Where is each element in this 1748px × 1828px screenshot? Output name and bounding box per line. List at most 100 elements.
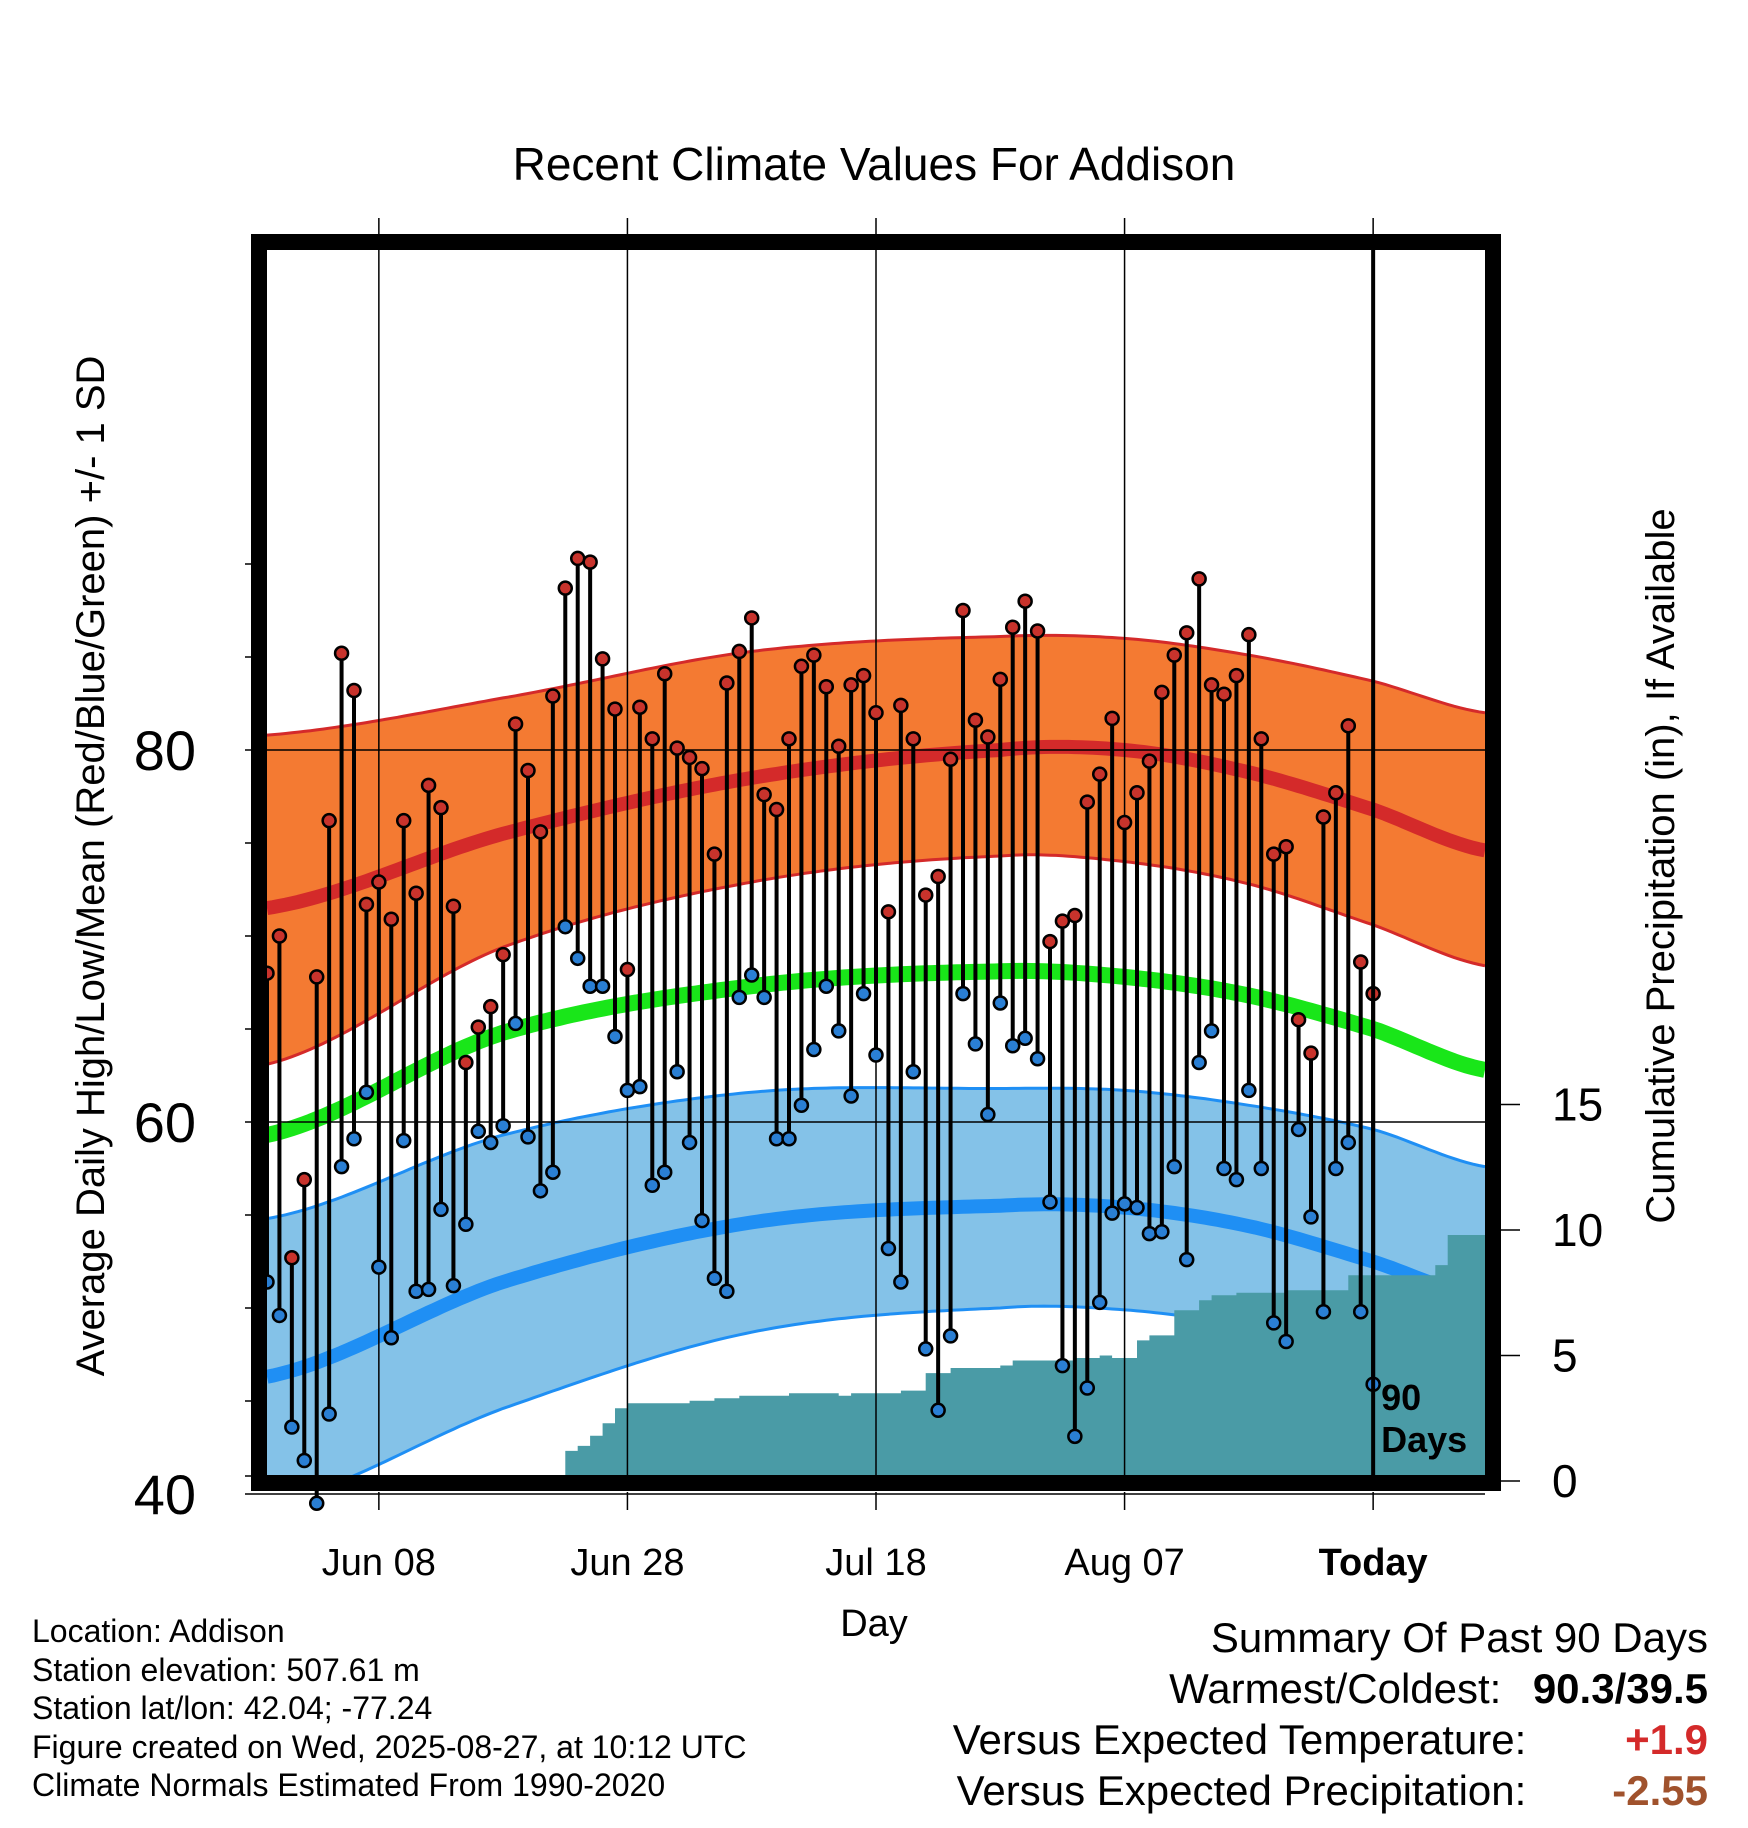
daily-low-point bbox=[371, 1259, 387, 1275]
daily-high-point bbox=[843, 677, 859, 693]
daily-low-point bbox=[756, 989, 772, 1006]
daily-low-point bbox=[681, 1134, 698, 1151]
daily-high-point bbox=[520, 762, 536, 779]
daily-low-point bbox=[458, 1216, 474, 1233]
station-info: Location: Addison Station elevation: 507… bbox=[32, 1612, 746, 1805]
warmest-coldest-label: Warmest/Coldest: bbox=[1169, 1665, 1502, 1712]
daily-low-point bbox=[557, 918, 574, 935]
daily-high-point bbox=[644, 731, 661, 747]
daily-low-point bbox=[420, 1281, 437, 1298]
daily-low-point bbox=[1116, 1196, 1133, 1212]
daily-high-point bbox=[284, 1250, 300, 1266]
daily-low-point bbox=[632, 1078, 648, 1095]
daily-low-point bbox=[482, 1134, 499, 1151]
latlon-text: Station lat/lon: 42.04; -77.24 bbox=[32, 1690, 433, 1726]
daily-low-point bbox=[1290, 1121, 1307, 1138]
precip-departure-value: -2.55 bbox=[1612, 1767, 1708, 1814]
daily-high-point bbox=[1042, 933, 1058, 950]
daily-high-point bbox=[557, 580, 574, 596]
temp-departure-value: +1.9 bbox=[1625, 1716, 1708, 1763]
x-tick-label: Jun 08 bbox=[322, 1542, 436, 1584]
daily-high-point bbox=[408, 885, 424, 901]
daily-high-point bbox=[296, 1171, 313, 1188]
daily-high-point bbox=[731, 643, 748, 660]
daily-low-point bbox=[868, 1047, 884, 1063]
daily-low-point bbox=[731, 989, 748, 1006]
daily-low-point bbox=[644, 1177, 661, 1193]
daily-low-point bbox=[545, 1164, 561, 1180]
daily-low-point bbox=[905, 1064, 922, 1080]
daily-high-point bbox=[1191, 571, 1207, 587]
daily-high-point bbox=[1116, 814, 1133, 831]
x-tick-label: Jul 18 bbox=[825, 1542, 926, 1584]
summary-panel: Summary Of Past 90 Days Warmest/Coldest:… bbox=[953, 1612, 1708, 1816]
chart-title: Recent Climate Values For Addison bbox=[513, 138, 1236, 190]
daily-high-point bbox=[1253, 731, 1270, 747]
daily-high-point bbox=[830, 738, 847, 755]
daily-low-point bbox=[1042, 1194, 1058, 1210]
daily-high-point bbox=[569, 550, 586, 567]
daily-high-point bbox=[1129, 785, 1145, 801]
daily-high-point bbox=[930, 868, 946, 885]
daily-low-point bbox=[619, 1082, 636, 1099]
daily-high-point bbox=[942, 751, 959, 768]
summary-title: Summary Of Past 90 Days bbox=[1210, 1614, 1708, 1661]
daily-high-point bbox=[1154, 684, 1170, 701]
daily-high-point bbox=[507, 716, 524, 732]
daily-high-point bbox=[1203, 677, 1220, 693]
daily-high-point bbox=[632, 699, 648, 715]
daily-high-point bbox=[880, 904, 897, 920]
daily-low-point bbox=[793, 1097, 810, 1114]
daily-high-point bbox=[383, 911, 400, 928]
daily-high-point bbox=[420, 777, 437, 794]
daily-low-point bbox=[694, 1212, 710, 1229]
daily-high-point bbox=[806, 647, 822, 663]
daily-low-point bbox=[507, 1015, 524, 1032]
daily-high-point bbox=[1178, 625, 1195, 641]
daily-high-point bbox=[719, 675, 735, 691]
daily-low-point bbox=[818, 978, 835, 994]
daily-high-point bbox=[358, 896, 375, 913]
daily-low-point bbox=[1166, 1158, 1183, 1175]
daily-high-point bbox=[681, 749, 698, 766]
daily-high-point bbox=[1315, 809, 1332, 825]
daily-high-point bbox=[905, 731, 922, 747]
daily-high-point bbox=[1241, 626, 1257, 643]
daily-high-point bbox=[1166, 647, 1183, 663]
daily-low-point bbox=[1054, 1357, 1071, 1374]
today-days-label-2: Days bbox=[1381, 1419, 1467, 1460]
daily-low-point bbox=[743, 967, 760, 983]
daily-high-point bbox=[967, 712, 984, 728]
daily-high-point bbox=[868, 705, 884, 721]
daily-low-point bbox=[445, 1277, 462, 1294]
daily-low-point bbox=[569, 950, 586, 967]
daily-low-point bbox=[917, 1341, 934, 1357]
daily-low-point bbox=[855, 985, 872, 1002]
daily-low-point bbox=[395, 1132, 412, 1149]
daily-high-point bbox=[980, 729, 996, 745]
daily-low-point bbox=[408, 1283, 424, 1300]
daily-low-point bbox=[1228, 1171, 1245, 1188]
daily-high-point bbox=[1141, 753, 1158, 769]
daily-high-point bbox=[1328, 785, 1344, 801]
normals-text: Climate Normals Estimated From 1990-2020 bbox=[32, 1767, 666, 1803]
daily-high-point bbox=[619, 961, 636, 978]
daily-low-point bbox=[433, 1201, 449, 1218]
daily-high-point bbox=[1340, 718, 1357, 734]
daily-high-point bbox=[855, 667, 872, 684]
daily-low-point bbox=[470, 1123, 487, 1140]
daily-high-point bbox=[1029, 623, 1046, 639]
daily-high-point bbox=[955, 602, 971, 619]
y-left-tick-label: 80 bbox=[134, 719, 196, 782]
daily-low-point bbox=[308, 1495, 325, 1512]
daily-low-point bbox=[346, 1130, 362, 1147]
daily-low-point bbox=[358, 1084, 375, 1100]
daily-low-point bbox=[1278, 1333, 1294, 1350]
daily-high-point bbox=[308, 969, 325, 985]
created-text: Figure created on Wed, 2025-08-27, at 10… bbox=[32, 1728, 747, 1765]
daily-high-point bbox=[333, 645, 350, 662]
daily-low-point bbox=[1253, 1160, 1270, 1177]
today-days-label-1: 90 bbox=[1381, 1377, 1421, 1418]
